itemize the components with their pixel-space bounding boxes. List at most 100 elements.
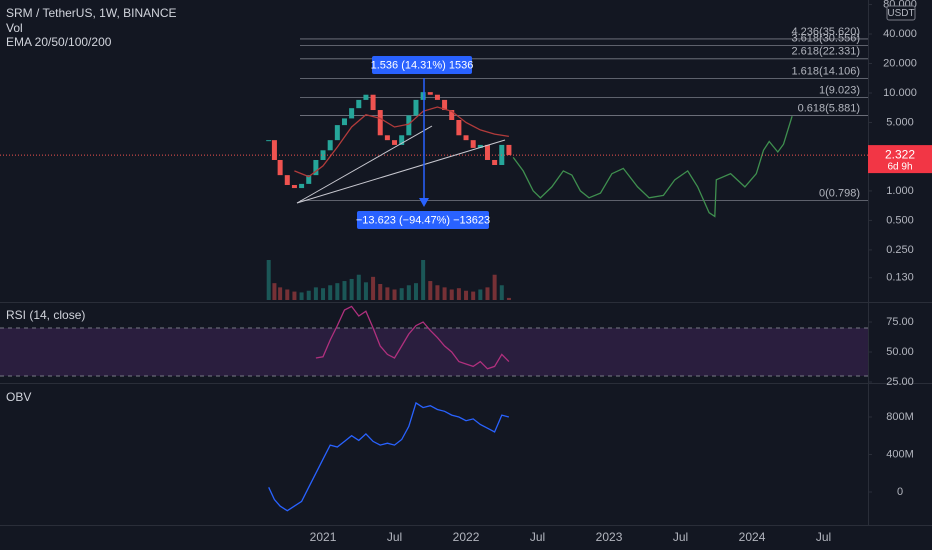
fib-label: 2.618(22.331) — [792, 46, 861, 58]
volume-bar — [306, 290, 311, 300]
y-tick-label: 75.00 — [886, 316, 914, 328]
candle — [327, 140, 333, 151]
ema-indicator[interactable]: EMA 20/50/100/200 — [6, 35, 112, 49]
volume-bar — [492, 274, 497, 300]
countdown-label: 6d 9h — [887, 162, 912, 173]
volume-bar — [442, 287, 447, 300]
candle — [349, 108, 355, 119]
trend-line — [296, 139, 506, 204]
series-line — [268, 401, 510, 512]
volume-bar — [428, 281, 433, 300]
volume-bar — [378, 284, 383, 300]
measure-box — [357, 211, 489, 229]
candle — [427, 92, 433, 95]
candle — [463, 135, 469, 141]
candle — [356, 99, 362, 109]
candle — [377, 110, 383, 136]
volume-bar — [342, 281, 347, 300]
x-tick-label: 2024 — [739, 530, 766, 544]
rsi-band — [0, 328, 868, 376]
volume-indicator[interactable]: Vol — [6, 21, 23, 35]
currency-badge[interactable] — [886, 5, 916, 21]
currency-label: USDT — [887, 8, 914, 19]
series-line — [294, 106, 510, 178]
volume-bar — [499, 285, 504, 300]
fib-label: 0(0.798) — [819, 187, 860, 199]
candle — [266, 140, 272, 142]
volume-bar — [335, 283, 340, 300]
volume-bar — [435, 285, 440, 300]
candle — [399, 135, 405, 145]
volume-bar — [464, 290, 469, 300]
volume-bar — [413, 283, 418, 300]
candle — [320, 150, 326, 160]
y-tick-label: 400M — [886, 448, 914, 460]
candle — [313, 159, 319, 176]
volume-bar — [266, 260, 271, 300]
rsi-title[interactable]: RSI (14, close) — [6, 308, 85, 322]
x-tick-label: Jul — [530, 530, 545, 544]
candle — [470, 140, 476, 148]
volume-bar — [385, 287, 390, 300]
y-tick-label: 10.000 — [883, 87, 917, 99]
fib-label: 3.618(30.556) — [792, 32, 861, 44]
candle — [271, 140, 277, 160]
volume-bar — [456, 288, 461, 300]
candle — [492, 159, 498, 165]
volume-bar — [278, 287, 283, 300]
candle — [306, 175, 312, 184]
candle — [392, 140, 398, 145]
y-tick-label: 0.500 — [886, 214, 914, 226]
last-price-box — [868, 145, 932, 174]
volume-bar — [328, 285, 333, 300]
volume-bar — [478, 289, 483, 300]
fib-label: 1.618(14.106) — [792, 65, 861, 77]
y-tick-label: 80.000 — [883, 0, 917, 10]
x-tick-label: Jul — [816, 530, 831, 544]
volume-bar — [371, 276, 376, 300]
candle — [406, 115, 412, 136]
candle — [334, 125, 340, 141]
y-tick-label: 40.000 — [883, 28, 917, 40]
fib-label: 1(9.023) — [819, 84, 860, 96]
y-tick-label: 800M — [886, 411, 914, 423]
candle — [370, 94, 376, 111]
volume-bar — [421, 260, 426, 300]
candle — [506, 144, 512, 156]
y-tick-label: 0.250 — [886, 244, 914, 256]
candle — [477, 144, 483, 148]
measure-arrowhead — [419, 198, 429, 207]
volume-bar — [392, 289, 397, 300]
obv-title[interactable]: OBV — [6, 390, 31, 404]
candle — [442, 99, 448, 111]
volume-bar — [356, 274, 361, 300]
candle — [449, 110, 455, 120]
series-line — [512, 116, 793, 218]
volume-bar — [471, 291, 476, 300]
y-tick-label: 25.00 — [886, 376, 914, 388]
x-tick-label: Jul — [673, 530, 688, 544]
volume-bar — [506, 297, 511, 300]
series-line — [315, 305, 510, 370]
volume-bar — [292, 291, 297, 300]
y-tick-label: 5.000 — [886, 116, 914, 128]
y-tick-label: 0 — [897, 486, 903, 498]
candle — [291, 184, 297, 189]
candle — [434, 94, 440, 100]
fib-label: 4.236(35.620) — [792, 26, 861, 38]
candle — [284, 175, 290, 185]
y-tick-label: 1.000 — [886, 185, 914, 197]
candle — [456, 119, 462, 136]
volume-bar — [485, 287, 490, 300]
candle — [299, 183, 305, 189]
symbol-title[interactable]: SRM / TetherUS, 1W, BINANCE — [6, 6, 177, 20]
volume-bar — [285, 289, 290, 300]
volume-bar — [399, 288, 404, 300]
y-tick-label: 20.000 — [883, 57, 917, 69]
x-tick-label: 2022 — [453, 530, 480, 544]
volume-bar — [272, 283, 277, 300]
measure-label: −13.623 (−94.47%) −13623 — [356, 214, 490, 226]
